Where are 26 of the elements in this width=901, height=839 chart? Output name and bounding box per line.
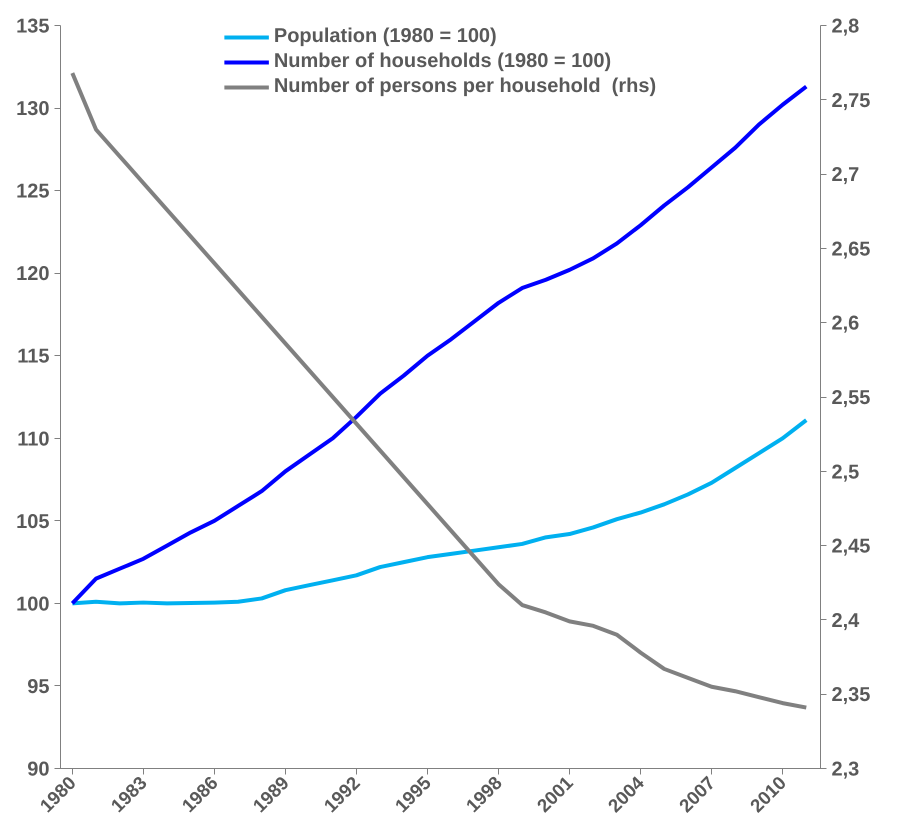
legend-label: Number of persons per household (rhs) — [274, 75, 656, 98]
y2-tick-label: 2,8 — [832, 16, 860, 38]
y2-tick-label: 2,65 — [832, 238, 870, 260]
y2-tick-label: 2,75 — [832, 90, 870, 112]
line-series — [70, 418, 808, 606]
y2-tick-label: 2,55 — [832, 387, 870, 409]
y-tick-label: 115 — [17, 346, 50, 368]
legend-label: Number of households (1980 = 100) — [274, 50, 612, 73]
y2-tick-label: 2,45 — [832, 536, 870, 558]
y-tick-label: 120 — [16, 263, 50, 286]
y2-tick-label: 2,35 — [832, 684, 870, 706]
y-tick-label: 105 — [16, 510, 50, 533]
y-tick-label: 100 — [16, 593, 50, 616]
y-tick-label: 90 — [27, 758, 50, 780]
y2-tick-label: 2,4 — [832, 610, 860, 632]
y2-tick-label: 2,3 — [832, 758, 860, 780]
y-tick-label: 135 — [16, 16, 50, 38]
y-tick-label: 110 — [17, 428, 50, 450]
y-tick-label: 95 — [27, 676, 50, 698]
y-tick-label: 130 — [16, 98, 50, 120]
line-series — [70, 71, 808, 710]
y2-tick-label: 2,6 — [832, 312, 860, 335]
y-tick-label: 125 — [16, 180, 50, 203]
y2-tick-label: 2,7 — [832, 164, 860, 186]
y2-tick-label: 2,5 — [832, 461, 860, 484]
legend-label: Population (1980 = 100) — [274, 25, 497, 48]
